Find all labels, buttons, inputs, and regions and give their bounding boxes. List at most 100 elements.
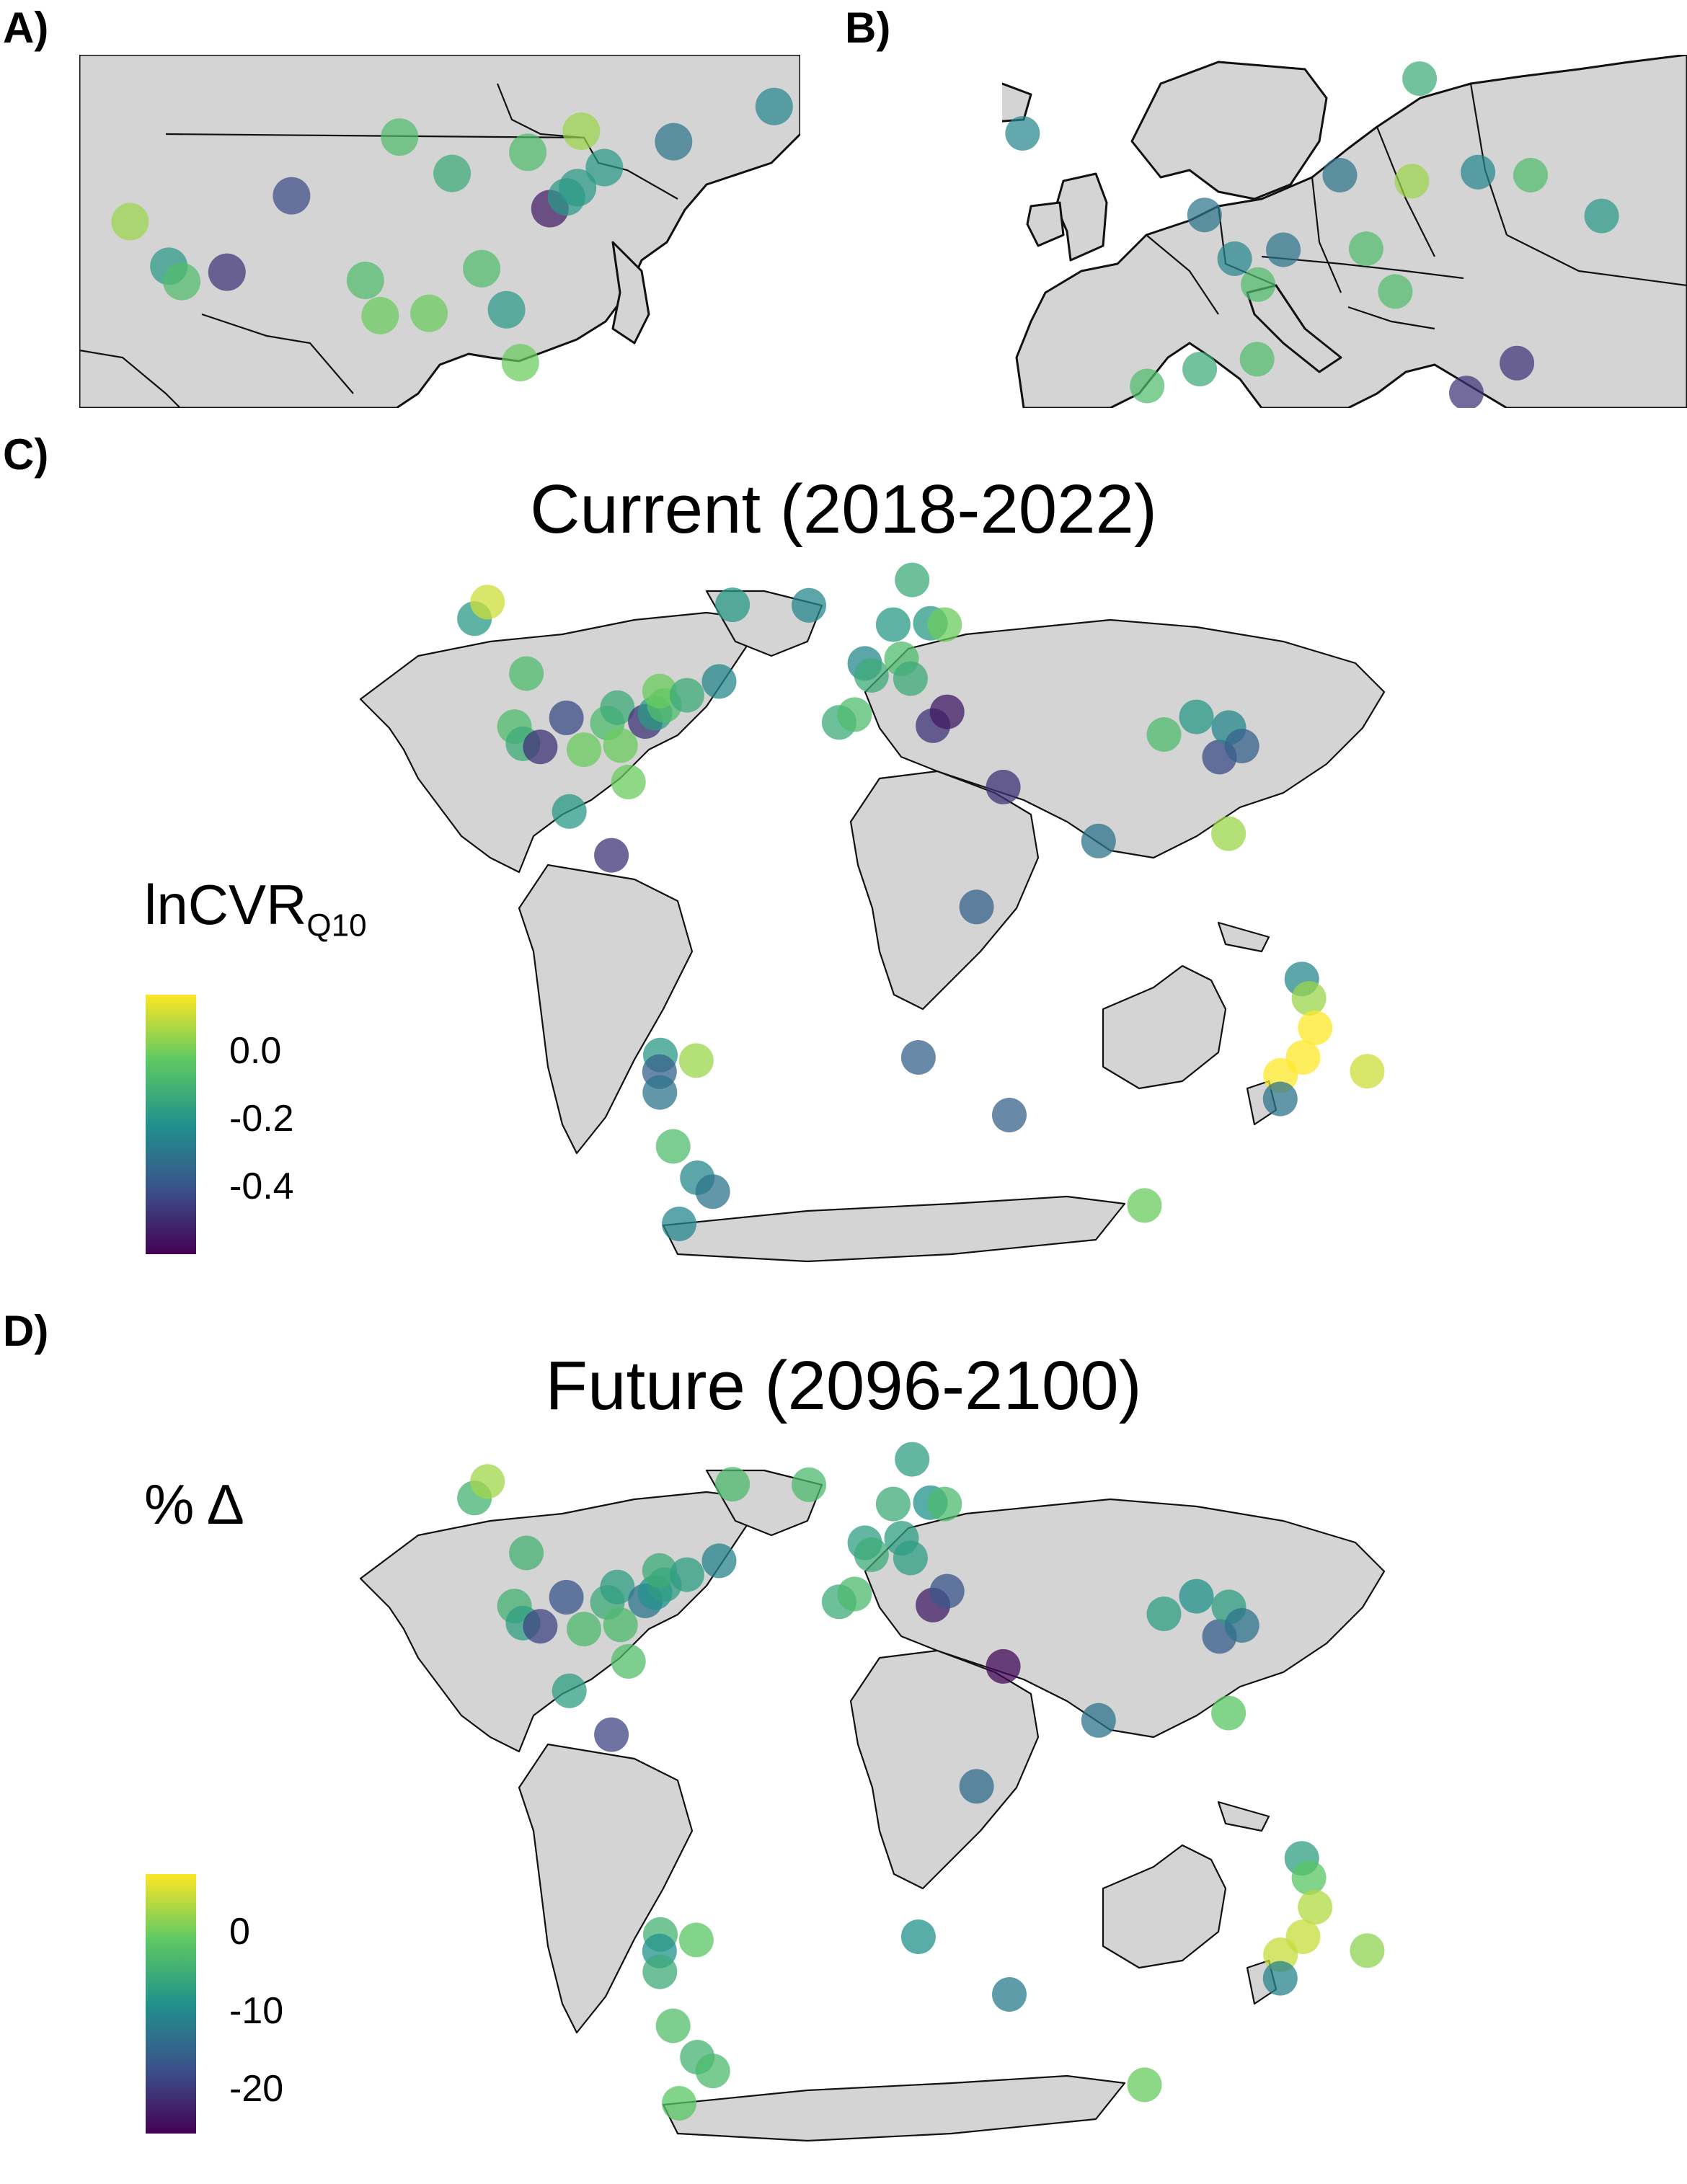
site-point — [509, 1535, 544, 1571]
site-point — [1584, 198, 1619, 234]
site-point — [678, 1043, 714, 1078]
site-point — [1187, 197, 1222, 233]
site-point — [642, 673, 677, 709]
site-point — [1500, 345, 1535, 381]
site-point — [701, 1543, 737, 1579]
site-point — [1224, 1608, 1259, 1643]
site-point — [1378, 274, 1413, 309]
site-point — [470, 1464, 505, 1499]
site-point — [695, 1174, 730, 1209]
site-point — [927, 1486, 962, 1522]
site-point — [1322, 158, 1358, 192]
tick-label: 0 — [229, 1911, 250, 1953]
site-point — [433, 154, 471, 192]
site-point — [600, 690, 635, 725]
site-point — [875, 1486, 911, 1522]
site-point — [463, 249, 501, 288]
site-point — [875, 607, 911, 642]
site-point — [715, 587, 750, 623]
legend-future-title: % Δ — [144, 1473, 244, 1536]
site-point — [992, 1098, 1027, 1132]
site-point — [208, 253, 246, 291]
site-point — [792, 1467, 826, 1502]
site-point — [1350, 1933, 1385, 1968]
site-point — [509, 656, 544, 691]
site-point — [611, 764, 646, 799]
site-point — [854, 1537, 889, 1572]
site-point — [381, 118, 419, 156]
site-point — [900, 1919, 936, 1954]
site-point — [678, 1922, 714, 1958]
site-point — [655, 1129, 691, 1164]
site-point — [562, 112, 601, 150]
site-point — [929, 1573, 965, 1609]
site-point — [1513, 158, 1548, 192]
site-point — [585, 148, 624, 187]
site-point — [509, 133, 547, 172]
site-point — [111, 203, 149, 241]
site-point — [1291, 981, 1327, 1016]
site-point — [1217, 241, 1252, 276]
site-point — [992, 1977, 1027, 2012]
site-point — [163, 262, 201, 301]
site-point — [792, 587, 826, 623]
site-point — [1449, 376, 1484, 408]
site-point — [600, 1569, 635, 1604]
panel-a-label: A) — [3, 4, 49, 52]
site-point — [1224, 729, 1259, 763]
tick-label: -0.2 — [229, 1098, 294, 1140]
colorbar-current — [146, 995, 196, 1254]
site-point — [559, 169, 597, 207]
panel-c-label: C) — [3, 430, 49, 479]
ireland — [1026, 201, 1065, 247]
site-point — [900, 1040, 936, 1075]
site-point — [1262, 1081, 1298, 1117]
site-point — [1146, 717, 1182, 752]
site-point — [854, 658, 889, 693]
site-point — [655, 2008, 691, 2043]
north-america-map — [79, 55, 800, 408]
site-point — [1081, 1703, 1116, 1738]
site-point — [1211, 1695, 1247, 1731]
site-point — [273, 177, 311, 215]
site-point — [927, 607, 962, 642]
site-point — [1182, 352, 1218, 387]
site-point — [837, 1576, 872, 1612]
site-point — [1130, 368, 1165, 404]
site-point — [1348, 231, 1383, 267]
colorbar-future — [146, 1874, 196, 2134]
site-point — [1262, 1961, 1298, 1996]
site-point — [701, 664, 737, 699]
scandinavia — [1130, 61, 1328, 200]
site-point — [1239, 342, 1275, 377]
site-point — [1211, 816, 1247, 851]
site-point — [603, 728, 638, 763]
tick-label: -0.4 — [229, 1166, 294, 1207]
tick-label: 0.0 — [229, 1030, 282, 1072]
site-point — [1298, 1890, 1333, 1925]
panel-c-title: Current (2018-2022) — [530, 471, 1157, 548]
site-point — [487, 290, 526, 329]
site-point — [1005, 116, 1040, 151]
site-point — [361, 296, 399, 334]
site-point — [552, 1673, 587, 1708]
site-point — [986, 1648, 1021, 1684]
site-point — [662, 1207, 696, 1241]
site-point — [567, 732, 601, 768]
world-map-future — [359, 1442, 1386, 2142]
site-point — [893, 661, 928, 696]
site-point — [552, 794, 587, 829]
site-point — [611, 1643, 646, 1679]
site-point — [669, 1557, 704, 1592]
site-point — [929, 694, 965, 729]
italy — [1246, 284, 1342, 373]
panel-d-label: D) — [3, 1307, 49, 1355]
site-point — [986, 769, 1021, 804]
site-point — [959, 889, 994, 925]
site-point — [715, 1467, 750, 1502]
site-point — [669, 678, 704, 713]
site-point — [895, 1442, 930, 1477]
site-point — [1298, 1011, 1333, 1045]
site-point — [1179, 1579, 1214, 1614]
site-point — [1241, 267, 1276, 302]
